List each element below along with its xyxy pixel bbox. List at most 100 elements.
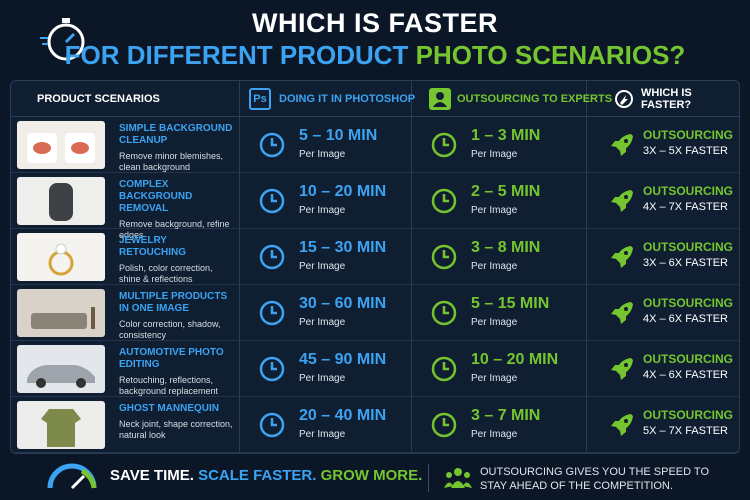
speedup: 3X – 6X FASTER — [643, 257, 728, 269]
outsourcing-time: 3 – 8 MIN — [471, 239, 541, 256]
divider — [586, 81, 587, 453]
comparison-table: PRODUCT SCENARIOS Ps DOING IT IN PHOTOSH… — [10, 80, 740, 454]
divider — [411, 81, 412, 453]
scenario-description: Color correction, shadow, consistency — [119, 319, 221, 340]
outsourcing-unit: Per Image — [471, 429, 518, 440]
speedup: 4X – 7X FASTER — [643, 201, 728, 213]
winner: OUTSOURCING — [643, 408, 733, 422]
clock-icon — [431, 300, 457, 331]
clock-icon — [431, 412, 457, 443]
scenario-title: SIMPLE BACKGROUND CLEANUP — [119, 123, 233, 146]
scenario-description: Neck joint, shape correction, natural lo… — [119, 419, 233, 440]
product-image — [17, 233, 105, 281]
speedup: 3X – 5X FASTER — [643, 145, 728, 157]
photoshop-unit: Per Image — [299, 261, 346, 272]
scenario-title: COMPLEX BACKGROUND REMOVAL — [119, 179, 193, 214]
clock-icon — [431, 132, 457, 163]
footer-save: SAVE TIME. — [110, 467, 194, 484]
clock-icon — [259, 188, 285, 219]
photoshop-unit: Per Image — [299, 317, 346, 328]
rocket-icon — [609, 412, 635, 443]
clock-icon — [259, 132, 285, 163]
winner: OUTSOURCING — [643, 296, 733, 310]
clock-icon — [259, 244, 285, 275]
rocket-icon — [609, 132, 635, 163]
ps-badge: Ps — [249, 88, 271, 110]
rocket-icon — [609, 244, 635, 275]
winner: OUTSOURCING — [643, 240, 733, 254]
photoshop-time: 45 – 90 MIN — [299, 351, 387, 368]
header-faster: WHICH IS FASTER? — [641, 87, 692, 111]
speedup: 5X – 7X FASTER — [643, 425, 728, 437]
faster-icon — [615, 90, 633, 108]
header-scenarios: PRODUCT SCENARIOS — [37, 93, 160, 105]
footer-slogan: SAVE TIME. SCALE FASTER. GROW MORE. — [110, 467, 422, 484]
divider — [239, 81, 240, 453]
photoshop-unit: Per Image — [299, 429, 346, 440]
header-photoshop: DOING IT IN PHOTOSHOP — [279, 93, 416, 105]
subtitle-green: PHOTO SCENARIOS? — [415, 40, 686, 70]
product-image — [17, 345, 105, 393]
product-image — [17, 121, 105, 169]
outsourcing-unit: Per Image — [471, 261, 518, 272]
footer-divider — [428, 464, 429, 492]
outsourcing-time: 5 – 15 MIN — [471, 295, 550, 312]
stopwatch-icon — [40, 18, 85, 61]
photoshop-unit: Per Image — [299, 205, 346, 216]
table-row: MULTIPLE PRODUCTS IN ONE IMAGE Color corr… — [11, 285, 739, 341]
header-row — [11, 81, 739, 117]
photoshop-time: 20 – 40 MIN — [299, 407, 387, 424]
scenario-description: Remove background, refine edges — [119, 219, 230, 240]
outsourcing-unit: Per Image — [471, 149, 518, 160]
photoshop-time: 5 – 10 MIN — [299, 127, 378, 144]
footer-grow: GROW MORE. — [320, 467, 423, 484]
scenario-description: Polish, color correction, shine & reflec… — [119, 263, 213, 284]
speedup: 4X – 6X FASTER — [643, 369, 728, 381]
photoshop-unit: Per Image — [299, 373, 346, 384]
outsourcing-time: 2 – 5 MIN — [471, 183, 541, 200]
rocket-icon — [609, 356, 635, 387]
rocket-icon — [609, 300, 635, 331]
winner: OUTSOURCING — [643, 184, 733, 198]
table-row: COMPLEX BACKGROUND REMOVAL Remove backgro… — [11, 173, 739, 240]
outsourcing-time: 1 – 3 MIN — [471, 127, 541, 144]
photoshop-time: 30 – 60 MIN — [299, 295, 387, 312]
clock-icon — [431, 244, 457, 275]
product-image — [17, 289, 105, 337]
photoshop-time: 15 – 30 MIN — [299, 239, 387, 256]
footer-scale: SCALE FASTER. — [198, 467, 317, 484]
experts-icon — [429, 88, 451, 110]
product-image — [17, 177, 105, 225]
table-row: AUTOMOTIVE PHOTO EDITING Retouching, refl… — [11, 341, 739, 397]
outsourcing-unit: Per Image — [471, 373, 518, 384]
scenario-description: Remove minor blemishes, clean background — [119, 151, 224, 172]
team-icon — [444, 468, 472, 488]
winner: OUTSOURCING — [643, 352, 733, 366]
scenario-title: JEWELRY RETOUCHING — [119, 235, 187, 258]
clock-icon — [259, 300, 285, 331]
title: WHICH IS FASTER — [251, 8, 498, 38]
photoshop-time: 10 – 20 MIN — [299, 183, 387, 200]
clock-icon — [431, 356, 457, 387]
clock-icon — [431, 188, 457, 219]
header-outsourcing: OUTSOURCING TO EXPERTS — [457, 93, 613, 105]
speedup: 4X – 6X FASTER — [643, 313, 728, 325]
scenario-title: MULTIPLE PRODUCTS IN ONE IMAGE — [119, 291, 228, 314]
table-row: GHOST MANNEQUIN Neck joint, shape correct… — [11, 397, 739, 453]
outsourcing-unit: Per Image — [471, 317, 518, 328]
subtitle: FOR DIFFERENT PRODUCT PHOTO SCENARIOS? — [0, 40, 750, 71]
clock-icon — [259, 412, 285, 443]
outsourcing-time: 10 – 20 MIN — [471, 351, 559, 368]
footer-message: OUTSOURCING GIVES YOU THE SPEED TO STAY … — [480, 466, 710, 492]
scenario-title: AUTOMOTIVE PHOTO EDITING — [119, 347, 224, 370]
table-row: JEWELRY RETOUCHING Polish, color correcti… — [11, 229, 739, 285]
subtitle-blue: FOR DIFFERENT PRODUCT — [64, 40, 409, 70]
clock-icon — [259, 356, 285, 387]
table-row: SIMPLE BACKGROUND CLEANUP Remove minor bl… — [11, 117, 739, 173]
rocket-icon — [609, 188, 635, 219]
winner: OUTSOURCING — [643, 128, 733, 142]
outsourcing-unit: Per Image — [471, 205, 518, 216]
gauge-icon — [47, 463, 97, 490]
scenario-title: GHOST MANNEQUIN — [119, 403, 219, 414]
